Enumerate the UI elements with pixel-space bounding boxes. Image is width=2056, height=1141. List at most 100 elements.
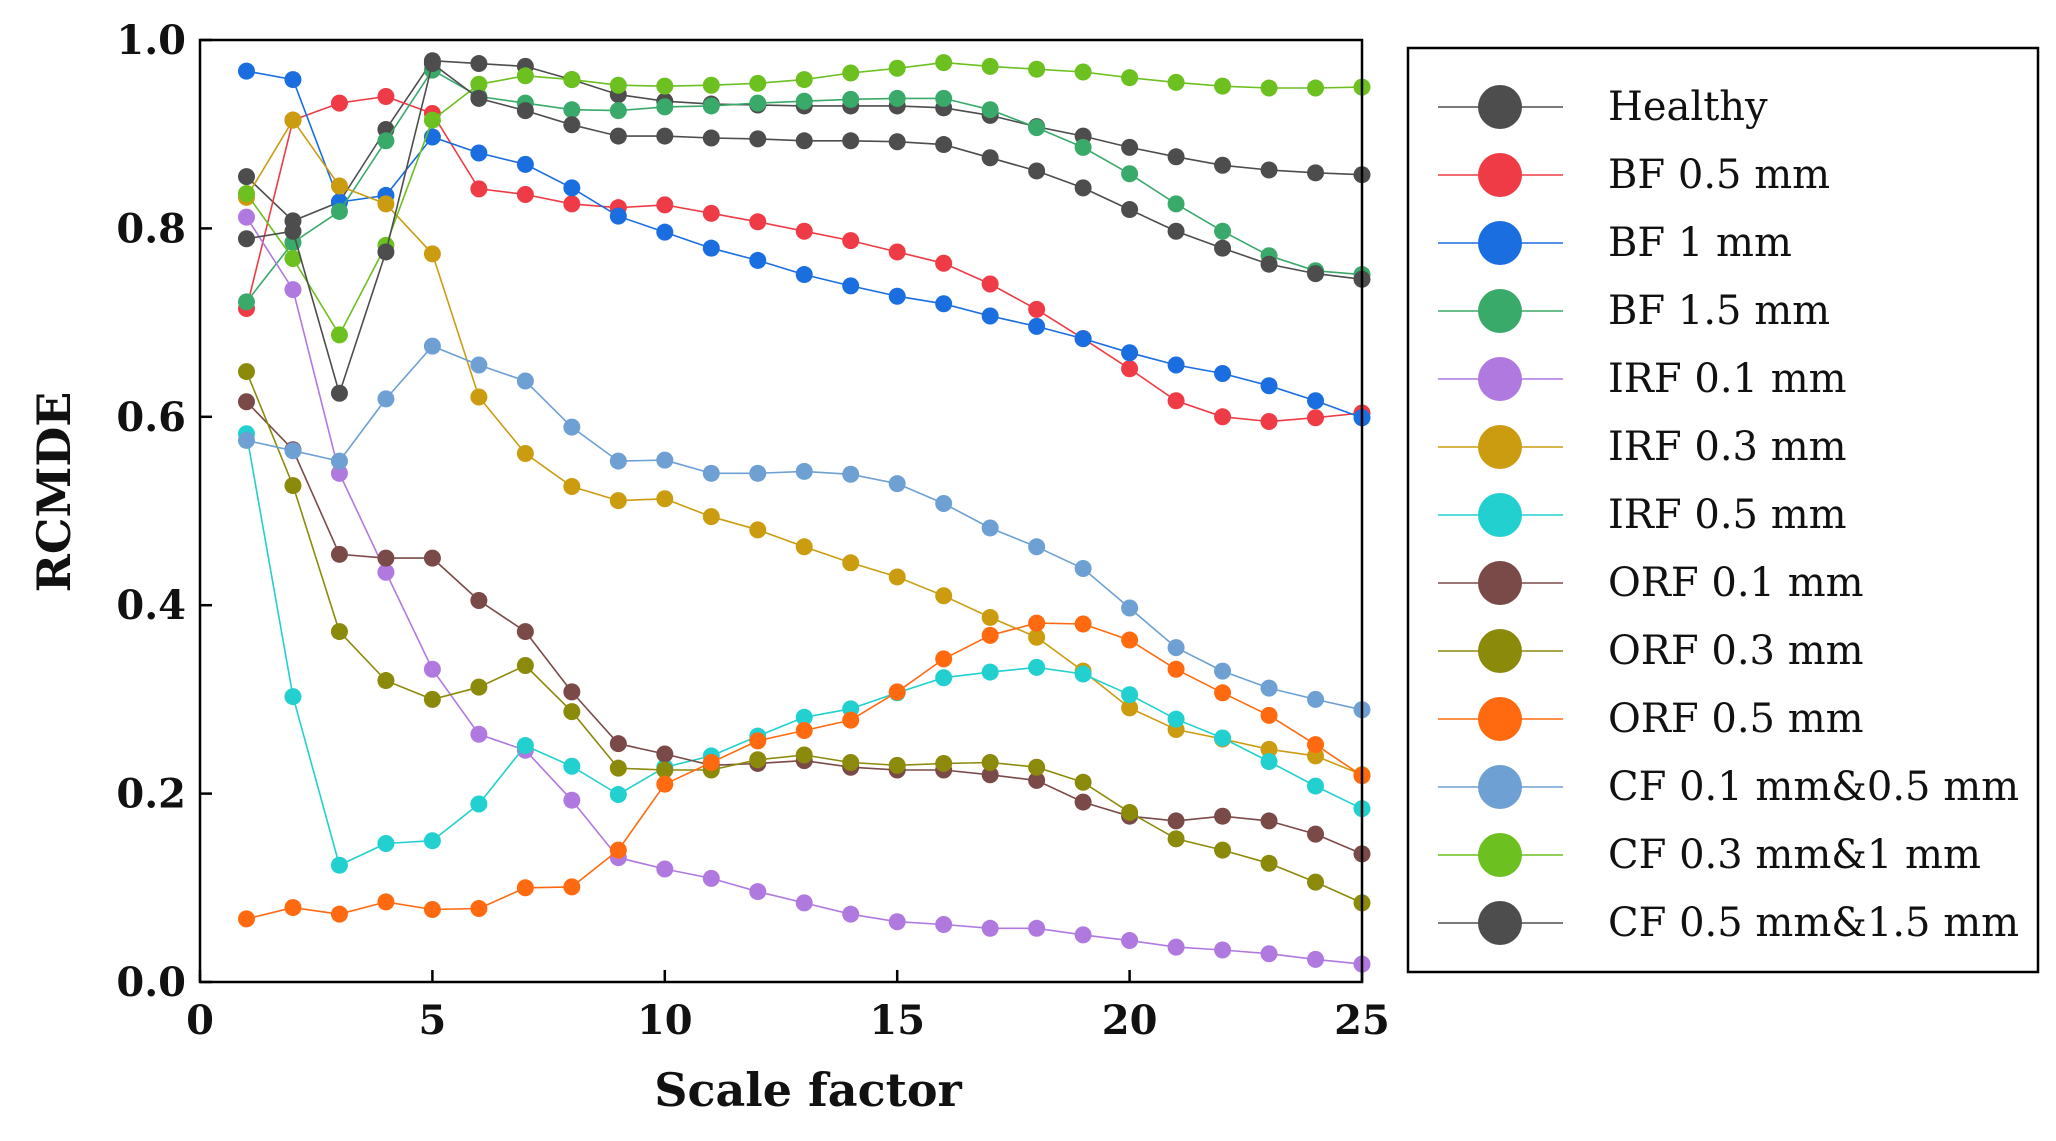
data-point-orf-0-5-mm (1307, 736, 1325, 754)
data-point-healthy (237, 168, 255, 186)
series-cf-0-1-mm-and-0-5-mm (237, 337, 1371, 719)
plot-frame (198, 38, 1364, 984)
y-axis-title: RCMDE (27, 392, 81, 593)
data-point-irf-0-5-mm (935, 669, 953, 687)
legend-item-cf-0-5-mm-and-1-5-mm: CF 0.5 mm&1.5 mm (1438, 900, 2019, 946)
data-point-cf-0-1-mm-and-0-5-mm (377, 390, 395, 408)
data-point-cf-0-5-mm-and-1-5-mm (1307, 265, 1325, 283)
data-point-bf-1-5-mm (1028, 119, 1046, 137)
data-point-irf-0-3-mm (749, 521, 767, 539)
series-line-irf-0-1-mm (245, 216, 1363, 965)
legend-item-orf-0-5-mm: ORF 0.5 mm (1438, 696, 1864, 742)
data-point-cf-0-1-mm-and-0-5-mm (749, 464, 767, 482)
data-point-bf-0-5-mm (1028, 300, 1046, 318)
data-point-bf-0-5-mm (470, 180, 488, 198)
series-irf-0-5-mm (237, 425, 1371, 874)
data-point-irf-0-1-mm (470, 725, 488, 743)
data-point-cf-0-5-mm-and-1-5-mm (377, 243, 395, 261)
data-point-irf-0-5-mm (1260, 753, 1278, 771)
data-point-orf-0-5-mm (888, 683, 906, 701)
data-point-irf-0-1-mm (1214, 941, 1232, 959)
data-point-bf-0-5-mm (377, 88, 395, 106)
y-tick-label: 0.2 (116, 771, 186, 818)
data-point-cf-0-1-mm-and-0-5-mm (609, 452, 627, 470)
data-point-bf-1-5-mm (981, 101, 999, 119)
series-irf-0-1-mm (237, 208, 1371, 973)
data-point-irf-0-3-mm (656, 490, 674, 508)
legend-item-cf-0-3-mm-and-1-mm: CF 0.3 mm&1 mm (1438, 832, 1981, 878)
data-point-irf-0-1-mm (888, 913, 906, 931)
data-point-bf-0-5-mm (888, 243, 906, 261)
data-point-cf-0-3-mm-and-1-mm (609, 76, 627, 94)
series-orf-0-5-mm (237, 614, 1371, 928)
data-point-cf-0-5-mm-and-1-5-mm (1167, 222, 1185, 240)
data-point-orf-0-5-mm (1121, 631, 1139, 649)
data-point-cf-0-1-mm-and-0-5-mm (1028, 538, 1046, 556)
legend-marker (1478, 901, 1522, 945)
data-point-cf-0-3-mm-and-1-mm (1214, 77, 1232, 95)
data-point-irf-0-5-mm (563, 757, 581, 775)
data-point-orf-0-1-mm (1074, 793, 1092, 811)
data-point-irf-0-3-mm (1260, 740, 1278, 758)
data-point-cf-0-3-mm-and-1-mm (330, 326, 348, 344)
data-point-bf-1-mm (1214, 364, 1232, 382)
data-point-orf-0-1-mm (237, 393, 255, 411)
data-point-irf-0-1-mm (842, 905, 860, 923)
data-point-orf-0-1-mm (516, 623, 534, 641)
data-point-orf-0-3-mm (795, 746, 813, 764)
series-cf-0-3-mm-and-1-mm (237, 54, 1371, 344)
data-point-irf-0-5-mm (1074, 665, 1092, 683)
legend-label: BF 1.5 mm (1608, 288, 1830, 334)
data-point-cf-0-3-mm-and-1-mm (1260, 79, 1278, 97)
data-point-cf-0-3-mm-and-1-mm (702, 76, 720, 94)
data-point-orf-0-5-mm (842, 711, 860, 729)
data-point-orf-0-5-mm (702, 754, 720, 772)
data-point-cf-0-5-mm-and-1-5-mm (842, 132, 860, 150)
data-point-bf-1-mm (1260, 377, 1278, 395)
data-point-bf-1-5-mm (1214, 222, 1232, 240)
data-point-cf-0-1-mm-and-0-5-mm (237, 431, 255, 449)
data-point-bf-1-mm (981, 307, 999, 325)
data-point-bf-1-mm (1167, 356, 1185, 374)
data-point-irf-0-5-mm (1167, 710, 1185, 728)
data-point-bf-1-5-mm (935, 89, 953, 107)
legend-label: IRF 0.3 mm (1608, 424, 1847, 470)
data-point-cf-0-1-mm-and-0-5-mm (888, 475, 906, 493)
data-point-orf-0-1-mm (377, 549, 395, 567)
data-point-orf-0-3-mm (1074, 773, 1092, 791)
data-point-irf-0-3-mm (888, 568, 906, 586)
data-point-orf-0-5-mm (609, 841, 627, 859)
data-point-bf-1-mm (702, 239, 720, 257)
legend-item-orf-0-3-mm: ORF 0.3 mm (1438, 628, 1864, 674)
data-point-cf-0-1-mm-and-0-5-mm (330, 452, 348, 470)
data-point-cf-0-1-mm-and-0-5-mm (1074, 559, 1092, 577)
data-point-bf-1-5-mm (888, 89, 906, 107)
y-tick-label: 0.4 (116, 582, 186, 629)
data-point-bf-0-5-mm (1214, 408, 1232, 426)
data-point-bf-1-mm (656, 223, 674, 241)
legend-item-bf-1-mm: BF 1 mm (1438, 220, 1792, 266)
legend-label: CF 0.5 mm&1.5 mm (1608, 900, 2019, 946)
data-point-irf-0-1-mm (1167, 938, 1185, 956)
data-point-irf-0-1-mm (656, 860, 674, 878)
legend-label: ORF 0.1 mm (1608, 560, 1864, 606)
data-point-cf-0-3-mm-and-1-mm (1121, 69, 1139, 87)
series-line-irf-0-3-mm (245, 118, 1363, 776)
data-point-orf-0-3-mm (981, 754, 999, 772)
legend-marker (1478, 833, 1522, 877)
data-point-bf-0-5-mm (330, 94, 348, 112)
data-point-orf-0-5-mm (1260, 706, 1278, 724)
data-point-orf-0-3-mm (1260, 854, 1278, 872)
data-point-orf-0-1-mm (1028, 771, 1046, 789)
data-point-irf-0-1-mm (749, 883, 767, 901)
legend-marker (1478, 629, 1522, 673)
y-tick-label: 1.0 (116, 17, 186, 64)
data-point-bf-1-5-mm (702, 97, 720, 115)
data-point-bf-0-5-mm (563, 195, 581, 213)
data-point-irf-0-1-mm (1074, 926, 1092, 944)
data-point-cf-0-1-mm-and-0-5-mm (702, 464, 720, 482)
data-point-cf-0-1-mm-and-0-5-mm (1121, 599, 1139, 617)
data-point-orf-0-3-mm (470, 678, 488, 696)
data-point-cf-0-5-mm-and-1-5-mm (423, 55, 441, 73)
